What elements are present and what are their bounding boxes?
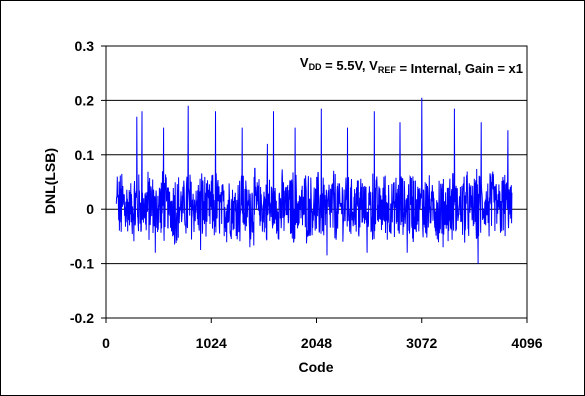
annotation-text: = Internal, Gain = x1 bbox=[396, 61, 523, 76]
x-tick-label: 4096 bbox=[511, 335, 542, 351]
x-tick-label: 0 bbox=[102, 335, 110, 351]
y-axis-label: DNL(LSB) bbox=[42, 148, 58, 214]
plot-area bbox=[101, 45, 528, 323]
annotation-text: = 5.5V, V bbox=[322, 58, 379, 73]
y-tick-label: -0.2 bbox=[70, 310, 94, 326]
x-tick-label: 1024 bbox=[196, 335, 227, 351]
dnl-series-line bbox=[115, 97, 513, 264]
y-tick-label: -0.1 bbox=[70, 256, 94, 272]
conditions-annotation: VDD = 5.5V, VREF = Internal, Gain = x1 bbox=[300, 55, 523, 76]
x-tick-label: 2048 bbox=[301, 335, 332, 351]
y-tick-label: 0.2 bbox=[75, 92, 95, 108]
annotation-text: V bbox=[300, 55, 309, 70]
y-tick-label: 0.1 bbox=[75, 147, 95, 163]
annotation-subscript: DD bbox=[309, 62, 322, 72]
x-tick-label: 3072 bbox=[406, 335, 437, 351]
x-axis-label: Code bbox=[299, 359, 334, 375]
y-tick-label: 0 bbox=[86, 201, 94, 217]
annotation-subscript: REF bbox=[378, 65, 397, 75]
y-tick-label: 0.3 bbox=[75, 38, 95, 54]
